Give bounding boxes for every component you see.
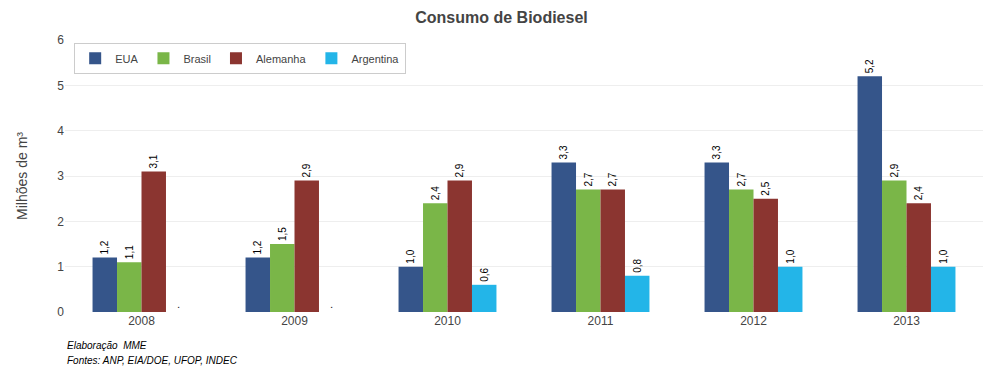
svg-text:1: 1 — [57, 260, 64, 274]
svg-text:0,8: 0,8 — [632, 258, 643, 272]
svg-text:0: 0 — [57, 305, 64, 319]
svg-text:Milhões de m³: Milhões de m³ — [14, 132, 30, 220]
svg-text:Consumo de Biodiesel: Consumo de Biodiesel — [415, 9, 587, 26]
svg-text:2011: 2011 — [588, 314, 614, 328]
svg-text:Fontes: ANP, EIA/DOE, UFOP, IN: Fontes: ANP, EIA/DOE, UFOP, INDEC — [67, 355, 238, 366]
svg-text:EUA: EUA — [115, 53, 138, 65]
svg-text:5: 5 — [57, 79, 64, 93]
svg-text:1,1: 1,1 — [124, 245, 135, 259]
svg-text:3,3: 3,3 — [558, 145, 569, 159]
svg-text:·: · — [173, 306, 184, 309]
svg-text:2,7: 2,7 — [607, 172, 618, 186]
svg-text:Argentina: Argentina — [351, 53, 399, 65]
svg-text:2,4: 2,4 — [430, 186, 441, 200]
svg-text:1,5: 1,5 — [277, 227, 288, 241]
svg-text:2,7: 2,7 — [583, 172, 594, 186]
svg-text:2,4: 2,4 — [913, 186, 924, 200]
svg-text:Alemanha: Alemanha — [256, 53, 306, 65]
svg-text:5,2: 5,2 — [864, 59, 875, 73]
svg-text:1,0: 1,0 — [785, 249, 796, 263]
svg-text:2,9: 2,9 — [301, 163, 312, 177]
svg-text:2,5: 2,5 — [760, 181, 771, 195]
svg-text:3,1: 3,1 — [148, 154, 159, 168]
svg-text:2010: 2010 — [434, 314, 461, 328]
svg-text:2008: 2008 — [128, 314, 155, 328]
svg-text:2009: 2009 — [281, 314, 308, 328]
svg-text:1,0: 1,0 — [938, 249, 949, 263]
svg-text:3: 3 — [57, 169, 64, 183]
svg-text:3,3: 3,3 — [711, 145, 722, 159]
svg-text:2,9: 2,9 — [454, 163, 465, 177]
svg-text:Brasil: Brasil — [183, 53, 211, 65]
svg-text:·: · — [326, 306, 337, 309]
svg-text:2: 2 — [57, 215, 64, 229]
svg-text:Elaboração MME: Elaboração MME — [67, 340, 147, 351]
svg-text:2,7: 2,7 — [736, 172, 747, 186]
svg-text:4: 4 — [57, 124, 64, 138]
svg-text:0,6: 0,6 — [479, 267, 490, 281]
svg-text:2013: 2013 — [893, 314, 920, 328]
svg-text:2012: 2012 — [740, 314, 767, 328]
svg-text:1,2: 1,2 — [99, 240, 110, 254]
svg-text:1,0: 1,0 — [405, 249, 416, 263]
svg-text:6: 6 — [57, 33, 64, 47]
svg-text:1,2: 1,2 — [252, 240, 263, 254]
svg-text:2,9: 2,9 — [889, 163, 900, 177]
